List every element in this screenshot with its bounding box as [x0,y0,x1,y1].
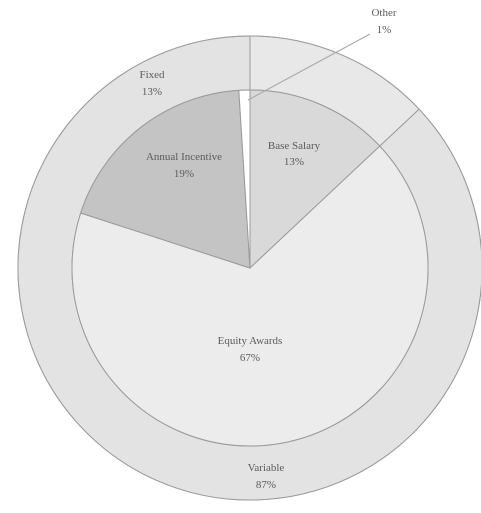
inner-pie [71,89,429,447]
label-other-name: Other [371,7,396,19]
inner-slice-annual-incentive [80,89,251,269]
label-annual-incentive-name: Annual Incentive [146,151,222,163]
label-annual-incentive-value: 19% [174,168,194,180]
label-base-salary-name: Base Salary [268,140,321,152]
inner-slice-equity-awards [71,145,429,447]
inner-slice-base-salary [249,89,381,270]
label-base-salary-value: 13% [284,156,304,168]
label-equity-awards-name: Equity Awards [218,335,283,347]
other-leader-line [247,33,371,101]
labels: Other 1% Fixed 13% Base Salary 13% Annua… [139,7,396,491]
label-variable-name: Variable [248,462,285,474]
label-fixed-name: Fixed [139,69,165,81]
label-variable-value: 87% [256,479,276,491]
label-fixed-value: 13% [142,86,162,98]
label-other-value: 1% [377,24,392,36]
inner-slice-other [238,89,251,269]
label-equity-awards-value: 67% [240,352,260,364]
